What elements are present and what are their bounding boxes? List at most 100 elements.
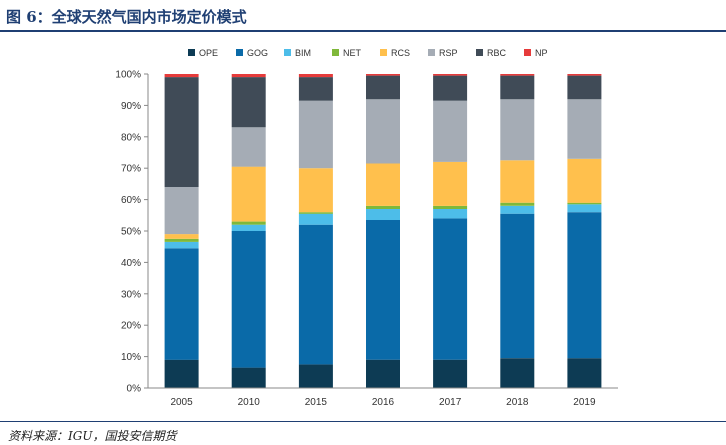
bar-stack-2019 xyxy=(567,74,602,388)
bar-segment-rbc xyxy=(500,75,535,100)
x-tick-label: 2015 xyxy=(305,397,328,408)
legend-swatch-np xyxy=(524,49,531,56)
bar-segment-bim xyxy=(433,209,468,219)
y-tick-label: 0% xyxy=(127,384,142,395)
figure-title: 图 6：全球天然气国内市场定价模式 xyxy=(6,8,247,26)
legend-swatch-bim xyxy=(284,49,291,56)
bar-segment-bim xyxy=(164,242,199,249)
bar-segment-rcs xyxy=(298,168,333,213)
bar-segment-np xyxy=(298,74,333,78)
bar-segment-np xyxy=(500,74,535,76)
legend-label-gog: GOG xyxy=(247,48,268,58)
bar-segment-ope xyxy=(231,367,266,388)
bar-segment-ope xyxy=(500,358,535,388)
stacked-bar-chart: OPE GOG BIM NET RCS RSP RBC NP 0% 10% 20% 30% 40% 50… xyxy=(115,48,618,408)
title-divider xyxy=(0,30,726,32)
y-tick-label: 30% xyxy=(121,289,141,300)
legend-label-rbc: RBC xyxy=(487,48,507,58)
y-tick-label: 40% xyxy=(121,258,141,269)
source-note: 资料来源：IGU，国投安信期货 xyxy=(8,429,177,443)
bar-segment-net xyxy=(231,221,266,225)
bar-segment-np xyxy=(231,74,266,78)
footer-divider xyxy=(0,421,726,422)
bar-segment-bim xyxy=(500,205,535,214)
bar-segment-gog xyxy=(433,218,468,360)
bar-segment-bim xyxy=(366,209,400,220)
bar-segment-rsp xyxy=(164,187,199,235)
legend-swatch-gog xyxy=(236,49,243,56)
bar-stack-2017 xyxy=(433,74,468,388)
bar-segment-net xyxy=(366,205,400,209)
y-tick-label: 20% xyxy=(121,321,141,332)
y-tick-label: 90% xyxy=(121,101,141,112)
y-tick-label: 60% xyxy=(121,195,141,206)
bar-segment-rsp xyxy=(567,99,602,159)
legend-label-rsp: RSP xyxy=(439,48,458,58)
y-tick-label: 70% xyxy=(121,164,141,175)
bar-segment-rsp xyxy=(433,100,468,162)
bar-stack-2005 xyxy=(164,74,199,388)
bar-segment-gog xyxy=(231,231,266,368)
bar-segment-net xyxy=(500,202,535,206)
bar-segment-bim xyxy=(298,213,333,225)
bar-segment-gog xyxy=(298,224,333,365)
bar-segment-rbc xyxy=(433,75,468,101)
bar-segment-ope xyxy=(298,364,333,388)
bar-segment-ope xyxy=(567,358,602,388)
legend-swatch-rcs xyxy=(380,49,387,56)
bar-segment-rbc xyxy=(298,77,333,101)
x-tick-label: 2010 xyxy=(238,397,261,408)
legend-swatch-ope xyxy=(188,49,195,56)
legend-label-np: NP xyxy=(535,48,548,58)
bar-segment-bim xyxy=(231,224,266,231)
legend-swatch-rbc xyxy=(476,49,483,56)
bar-segment-rcs xyxy=(433,161,468,206)
bar-segment-rcs xyxy=(500,160,535,203)
bar-segment-rcs xyxy=(366,163,400,206)
bar-segment-rsp xyxy=(500,99,535,161)
bar-stack-2015 xyxy=(298,74,333,388)
bar-segment-rbc xyxy=(366,75,400,100)
bar-segment-np xyxy=(366,74,400,76)
y-tick-label: 10% xyxy=(121,352,141,363)
bar-segment-gog xyxy=(500,213,535,359)
bar-segment-gog xyxy=(164,248,199,360)
bar-segment-ope xyxy=(164,359,199,388)
bar-stacks xyxy=(164,74,602,388)
legend-swatch-rsp xyxy=(428,49,435,56)
x-tick-label: 2005 xyxy=(170,397,193,408)
bar-stack-2016 xyxy=(366,74,400,388)
legend-label-net: NET xyxy=(343,48,362,58)
bar-segment-bim xyxy=(567,204,602,213)
bar-segment-net xyxy=(298,212,333,214)
bar-stack-2018 xyxy=(500,74,535,388)
bar-segment-np xyxy=(567,74,602,76)
legend-swatch-net xyxy=(332,49,339,56)
bar-segment-rcs xyxy=(164,234,199,239)
bar-segment-gog xyxy=(366,220,400,360)
legend-label-ope: OPE xyxy=(199,48,218,58)
bar-segment-rbc xyxy=(231,77,266,128)
bar-segment-net xyxy=(433,205,468,209)
bar-segment-np xyxy=(433,74,468,76)
x-tick-label: 2019 xyxy=(573,397,596,408)
y-tick-label: 100% xyxy=(115,70,141,81)
y-tick-label: 80% xyxy=(121,132,141,143)
bar-segment-rcs xyxy=(567,158,602,203)
x-tick-label: 2016 xyxy=(372,397,395,408)
x-axis: 2005 2010 2015 2016 2017 2018 2019 xyxy=(148,387,618,408)
bar-segment-net xyxy=(164,238,199,242)
legend-label-bim: BIM xyxy=(295,48,311,58)
bar-segment-rbc xyxy=(164,77,199,187)
bar-segment-gog xyxy=(567,212,602,359)
x-tick-label: 2017 xyxy=(439,397,462,408)
chart-legend: OPE GOG BIM NET RCS RSP RBC NP xyxy=(188,48,548,58)
bar-stack-2010 xyxy=(231,74,266,388)
bar-segment-np xyxy=(164,74,199,78)
bar-segment-rcs xyxy=(231,166,266,222)
bar-segment-rsp xyxy=(231,127,266,167)
y-tick-label: 50% xyxy=(121,227,141,238)
x-tick-label: 2018 xyxy=(506,397,529,408)
legend-label-rcs: RCS xyxy=(391,48,410,58)
bar-segment-ope xyxy=(366,359,400,388)
